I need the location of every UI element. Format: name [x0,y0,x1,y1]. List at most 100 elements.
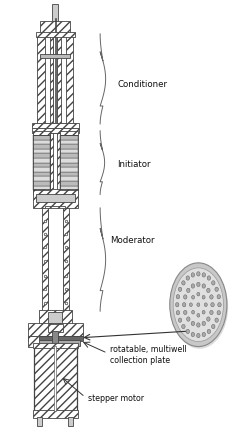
Bar [60,131,78,135]
Ellipse shape [206,317,210,321]
Bar [60,167,78,172]
Ellipse shape [196,333,200,338]
Text: Initiator: Initiator [118,160,151,169]
Bar [36,32,75,37]
Ellipse shape [192,310,194,314]
Ellipse shape [182,281,185,285]
Ellipse shape [176,303,179,307]
Ellipse shape [184,295,187,299]
Ellipse shape [191,284,195,288]
Bar [33,140,50,144]
Bar [33,172,50,176]
Text: Conditioner: Conditioner [118,80,168,89]
Bar [52,331,58,344]
Ellipse shape [207,276,211,280]
Bar [63,208,69,311]
Bar [48,208,63,311]
Ellipse shape [178,318,182,322]
Bar [38,34,45,124]
Bar [33,167,50,172]
Bar [60,186,78,190]
Ellipse shape [212,281,215,285]
Ellipse shape [173,268,224,342]
Bar [60,135,78,140]
Ellipse shape [197,313,200,317]
Ellipse shape [215,287,218,291]
Bar [33,181,50,186]
Bar [54,346,56,412]
Ellipse shape [192,295,194,299]
Bar [60,153,78,158]
Bar [60,190,78,194]
Bar [48,312,62,323]
Bar [33,189,78,208]
Ellipse shape [176,294,180,299]
Bar [30,340,80,346]
Bar [28,335,83,341]
Ellipse shape [196,272,200,276]
Bar [33,190,50,194]
Bar [52,4,58,20]
Ellipse shape [212,324,215,329]
Text: Moderator: Moderator [110,236,154,245]
Bar [60,176,78,181]
Text: stepper motor: stepper motor [88,394,144,403]
Bar [60,172,78,176]
Bar [33,158,50,163]
Ellipse shape [197,303,200,307]
Ellipse shape [202,273,205,277]
Bar [40,54,70,58]
Bar [60,140,78,144]
Ellipse shape [196,282,200,286]
Ellipse shape [184,310,187,315]
Bar [46,206,65,210]
Ellipse shape [202,295,205,299]
Ellipse shape [197,292,200,296]
Bar [60,135,78,190]
Ellipse shape [186,329,190,334]
Ellipse shape [190,303,192,307]
Ellipse shape [182,303,186,307]
Bar [60,149,78,153]
Ellipse shape [215,318,218,322]
Bar [33,163,50,167]
Ellipse shape [191,321,195,326]
Ellipse shape [211,303,214,307]
Ellipse shape [191,273,194,277]
Bar [68,417,73,426]
Ellipse shape [217,311,220,315]
Ellipse shape [202,310,205,314]
Ellipse shape [202,284,205,288]
Ellipse shape [186,276,190,280]
Ellipse shape [191,332,194,337]
Ellipse shape [196,323,200,327]
Bar [28,323,83,336]
Ellipse shape [217,294,220,299]
Ellipse shape [207,329,211,334]
Text: rotatable, multiwell
collection plate: rotatable, multiwell collection plate [110,345,187,366]
Bar [33,135,50,140]
Bar [48,324,63,332]
Bar [39,310,72,324]
Ellipse shape [204,303,207,307]
Ellipse shape [218,303,221,307]
Bar [60,144,78,149]
Bar [50,34,53,124]
Bar [50,133,53,190]
Bar [54,34,58,124]
Bar [55,18,56,124]
Bar [33,186,50,190]
Bar [33,153,50,158]
Bar [58,133,60,190]
Ellipse shape [171,265,228,349]
Bar [33,176,50,181]
Bar [33,131,50,135]
Bar [40,20,70,34]
Bar [36,123,75,133]
Bar [60,181,78,186]
Bar [66,34,73,124]
Bar [60,163,78,167]
Ellipse shape [186,317,190,321]
Ellipse shape [202,321,205,326]
Bar [60,158,78,163]
